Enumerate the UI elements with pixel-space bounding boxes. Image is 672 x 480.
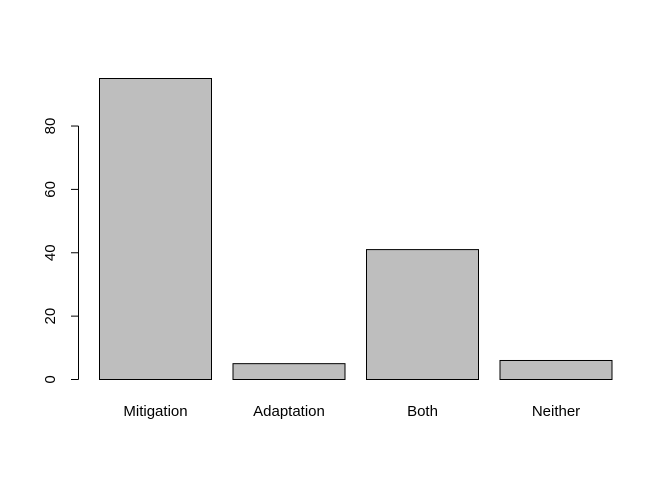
y-tick-label: 80: [42, 118, 59, 135]
bar-neither: [499, 359, 613, 380]
bar-adaptation: [232, 363, 346, 381]
y-axis: 0 20 40 60 80: [42, 118, 79, 384]
x-axis-labels: Mitigation Adaptation Both Neither: [123, 403, 580, 420]
bar-mitigation: [99, 78, 212, 380]
x-tick-label: Mitigation: [123, 403, 187, 420]
bar-both: [366, 249, 479, 380]
y-tick-label: 60: [42, 181, 59, 198]
y-tick-label: 20: [42, 308, 59, 325]
x-tick-label: Both: [407, 403, 438, 420]
y-tick-label: 40: [42, 244, 59, 261]
x-tick-label: Adaptation: [253, 403, 325, 420]
y-tick-label: 0: [42, 375, 59, 383]
x-tick-label: Neither: [532, 403, 580, 420]
plot-area: [99, 78, 613, 381]
